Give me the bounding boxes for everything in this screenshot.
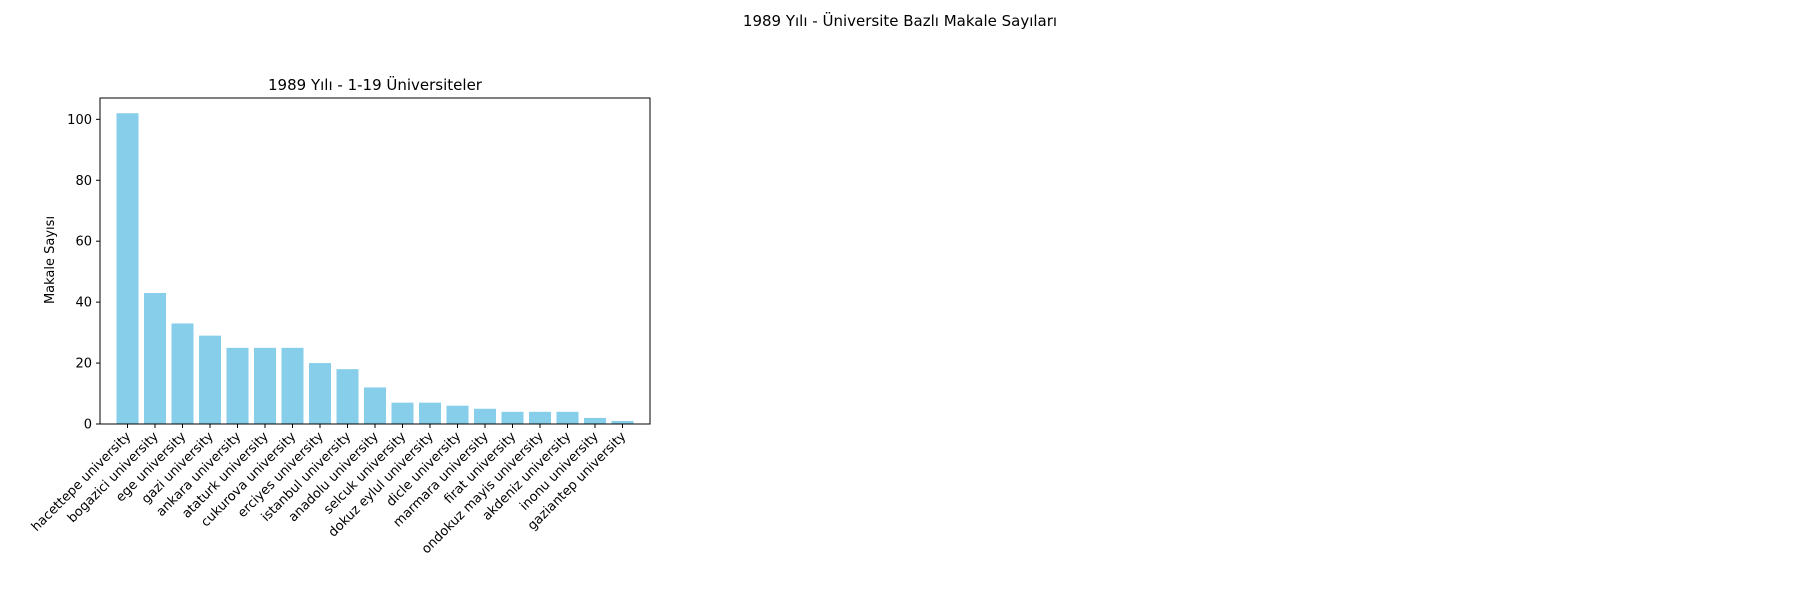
bar <box>336 369 359 424</box>
y-tick-label: 20 <box>75 357 92 372</box>
bar <box>391 402 414 424</box>
bars-group <box>116 113 634 424</box>
bar <box>281 347 304 424</box>
plot-area-frame <box>99 97 651 425</box>
bar <box>529 411 551 424</box>
bar <box>611 420 634 424</box>
bar <box>226 347 249 424</box>
y-tick-label: 100 <box>67 113 92 128</box>
bar <box>556 411 579 424</box>
bar <box>254 347 276 424</box>
y-axis: 0 20 40 60 80 100 <box>67 113 100 433</box>
bar <box>364 387 386 424</box>
bar <box>419 402 441 424</box>
y-tick-label: 0 <box>84 418 92 433</box>
y-tick-label: 80 <box>75 174 92 189</box>
figure-suptitle: 1989 Yılı - Üniversite Bazlı Makale Sayı… <box>743 11 1057 30</box>
bar <box>501 411 524 424</box>
bar <box>144 292 166 424</box>
y-tick-label: 60 <box>75 235 92 250</box>
bar <box>474 408 496 424</box>
chart-title: 1989 Yılı - 1-19 Üniversiteler <box>268 75 483 94</box>
y-tick-label: 40 <box>75 296 92 311</box>
bar <box>584 417 606 424</box>
bar <box>309 363 331 424</box>
y-axis-label: Makale Sayısı <box>43 216 58 304</box>
bar <box>199 335 221 424</box>
bar <box>446 405 469 424</box>
bar <box>171 323 194 424</box>
bar <box>116 113 139 424</box>
